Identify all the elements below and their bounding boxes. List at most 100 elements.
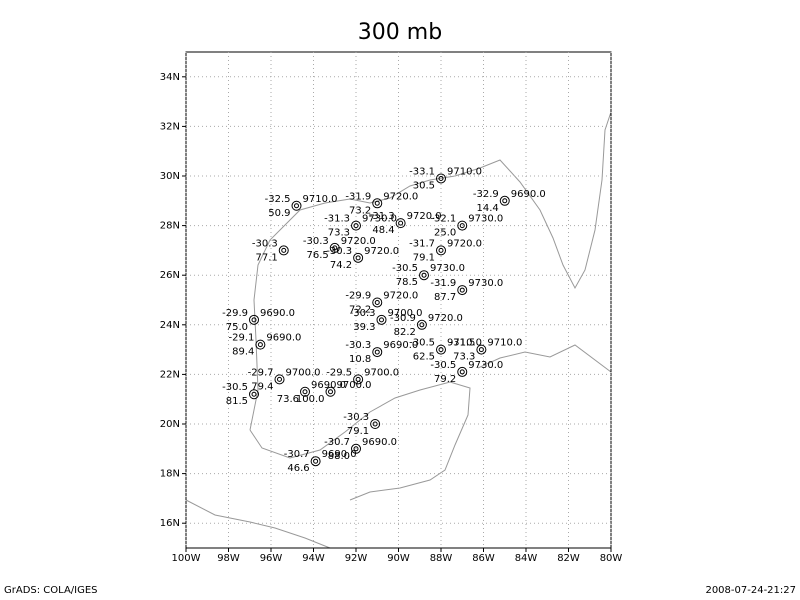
x-tick-label: 98W — [217, 553, 240, 564]
station-dot — [328, 389, 333, 395]
station-ring — [249, 314, 259, 325]
station-humidity: 30.5 — [413, 180, 435, 191]
y-tick-label: 24N — [160, 320, 180, 331]
station-humidity: 62.5 — [413, 352, 435, 363]
x-tick-label: 88W — [430, 553, 453, 564]
station-dot — [374, 200, 380, 206]
station-temperature: -29.9 — [222, 308, 248, 319]
station-humidity: 79.2 — [434, 374, 456, 385]
station-height: 9730.0 — [430, 263, 465, 274]
station-ring — [325, 386, 336, 397]
station-height: 9690.0 — [511, 189, 546, 200]
station-temperature: -30.3 — [343, 412, 369, 423]
station-height: 9700.0 — [364, 367, 399, 378]
station-dot — [313, 458, 319, 464]
station-humidity: 88.0 — [328, 451, 350, 462]
footer-right: 2008-07-24-21:27 — [705, 585, 796, 596]
station-temperature: -33.1 — [409, 166, 435, 177]
station-ring — [291, 200, 302, 211]
station-temperature: -30.3 — [350, 308, 376, 319]
station-dot — [294, 203, 299, 209]
station-height: 9690.0 — [311, 380, 346, 391]
station-humidity: 76.5 — [306, 250, 328, 261]
station-dot — [478, 347, 484, 353]
station-dot — [302, 389, 308, 395]
station-dot — [251, 317, 257, 323]
station-humidity: 73.3 — [453, 352, 475, 363]
y-tick-label: 34N — [160, 72, 180, 83]
coastline-pacific — [185, 499, 331, 549]
station-dot — [379, 317, 384, 323]
station-ring — [353, 252, 364, 263]
station-dot — [438, 175, 444, 181]
station-temperature: -29.1 — [229, 333, 255, 344]
station-ring — [416, 319, 427, 330]
station-temperature: -29.9 — [345, 290, 371, 301]
station-ring — [376, 314, 387, 325]
station-ring — [372, 297, 383, 308]
station-ring — [300, 386, 310, 397]
station-ring — [370, 419, 381, 429]
x-tick-label: 84W — [515, 553, 538, 564]
station-height: 9720.0 — [383, 290, 418, 301]
station-temperature: -31.3 — [369, 211, 395, 222]
station-ring — [310, 456, 321, 467]
station-humidity: 73.2 — [349, 205, 371, 216]
station-dot — [353, 446, 359, 452]
coastline-mexico — [249, 381, 471, 501]
station-height: 9730.0 — [362, 214, 397, 225]
station-temperature: -32.5 — [265, 194, 291, 205]
station-height: 9710.0 — [447, 166, 482, 177]
station-temperature: -30.5 — [392, 263, 418, 274]
coastline-cuba — [477, 344, 612, 373]
x-tick-label: 92W — [345, 553, 368, 564]
coastline-us — [249, 111, 612, 431]
station-humidity: 100.0 — [296, 394, 325, 405]
station-humidity: 50.9 — [268, 208, 290, 219]
station-dot — [438, 347, 444, 353]
station-ring — [499, 195, 510, 206]
station-dot — [355, 376, 361, 382]
station-temperature: -30.5 — [409, 338, 435, 349]
x-tick-label: 82W — [557, 553, 580, 564]
station-ring — [419, 270, 429, 281]
station-ring — [457, 220, 468, 231]
station-humidity: 77.1 — [255, 252, 277, 263]
station-humidity: 39.3 — [353, 322, 375, 333]
station-ring — [278, 245, 289, 256]
station-ring — [249, 389, 259, 400]
y-tick-label: 18N — [160, 469, 180, 480]
station-dot — [421, 272, 427, 278]
station-temperature: -30.5 — [222, 382, 248, 393]
station-height: 9720.0 — [447, 238, 482, 249]
y-tick-label: 30N — [160, 171, 180, 182]
station-temperature: -30.3 — [252, 238, 278, 249]
station-temperature: -32.9 — [473, 189, 499, 200]
station-ring — [329, 242, 340, 253]
x-tick-label: 80W — [600, 553, 623, 564]
station-dot — [257, 342, 263, 348]
station-humidity: 72.2 — [349, 304, 371, 315]
y-tick-label: 26N — [160, 270, 180, 281]
y-tick-label: 16N — [160, 518, 180, 529]
station-ring — [457, 366, 468, 377]
station-ring — [372, 347, 383, 358]
station-ring — [436, 173, 446, 184]
station-humidity: 89.4 — [232, 347, 254, 358]
station-humidity: 81.5 — [226, 396, 248, 407]
y-tick-label: 32N — [160, 121, 180, 132]
station-temperature: -30.7 — [284, 449, 310, 460]
x-tick-label: 100W — [172, 553, 201, 564]
station-height: 9730.0 — [468, 360, 503, 371]
station-height: 9710.0 — [447, 338, 482, 349]
station-dot — [459, 287, 465, 293]
station-temperature: -30.3 — [345, 340, 371, 351]
station-height: 9690.0 — [266, 333, 301, 344]
station-temperature: -30.3 — [303, 236, 329, 247]
title: 300 mb — [358, 20, 442, 45]
station-height: 9720.0 — [407, 211, 442, 222]
station-dot — [438, 247, 444, 253]
station-humidity: 87.7 — [434, 292, 456, 303]
station-humidity: 78.5 — [396, 277, 418, 288]
